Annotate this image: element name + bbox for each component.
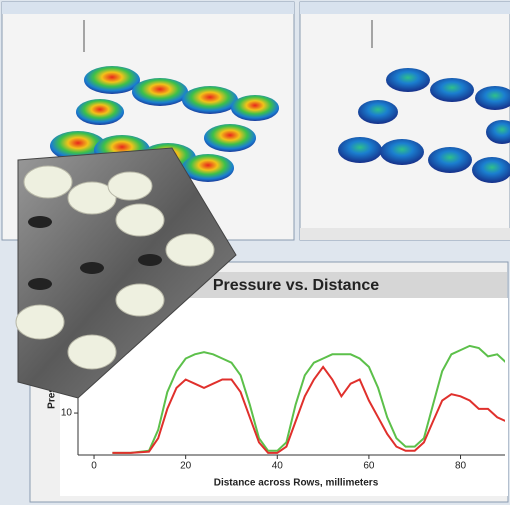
x-tick-label: 80 [455,461,467,472]
series-group [112,344,505,454]
plot-area: 0 20 40 60 80 10 [61,304,505,472]
x-tick-label: 0 [91,461,97,472]
blister-pack-photo [15,147,237,399]
x-tick-label: 60 [363,461,375,472]
x-tick-label: 40 [272,461,284,472]
x-axis-label: Distance across Rows, millimeters [214,478,379,489]
y-tick-label: 10 [61,408,73,419]
chart-title: Pressure vs. Distance [213,277,379,294]
series-line [112,344,505,454]
y-axis-label: Pres [47,387,58,409]
right-window [299,1,510,241]
x-tick-label: 20 [180,461,192,472]
series-line [112,365,505,454]
pressure-map-cool [338,68,510,183]
